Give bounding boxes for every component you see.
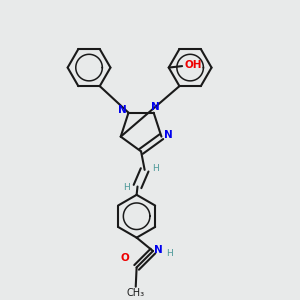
Text: H: H — [123, 184, 130, 193]
Text: O: O — [121, 253, 130, 263]
Text: CH₃: CH₃ — [127, 288, 145, 298]
Text: N: N — [164, 130, 172, 140]
Text: N: N — [118, 105, 126, 115]
Text: H: H — [166, 249, 173, 258]
Text: OH: OH — [185, 60, 202, 70]
Text: N: N — [154, 245, 163, 255]
Text: H: H — [153, 164, 159, 173]
Text: N: N — [151, 102, 160, 112]
